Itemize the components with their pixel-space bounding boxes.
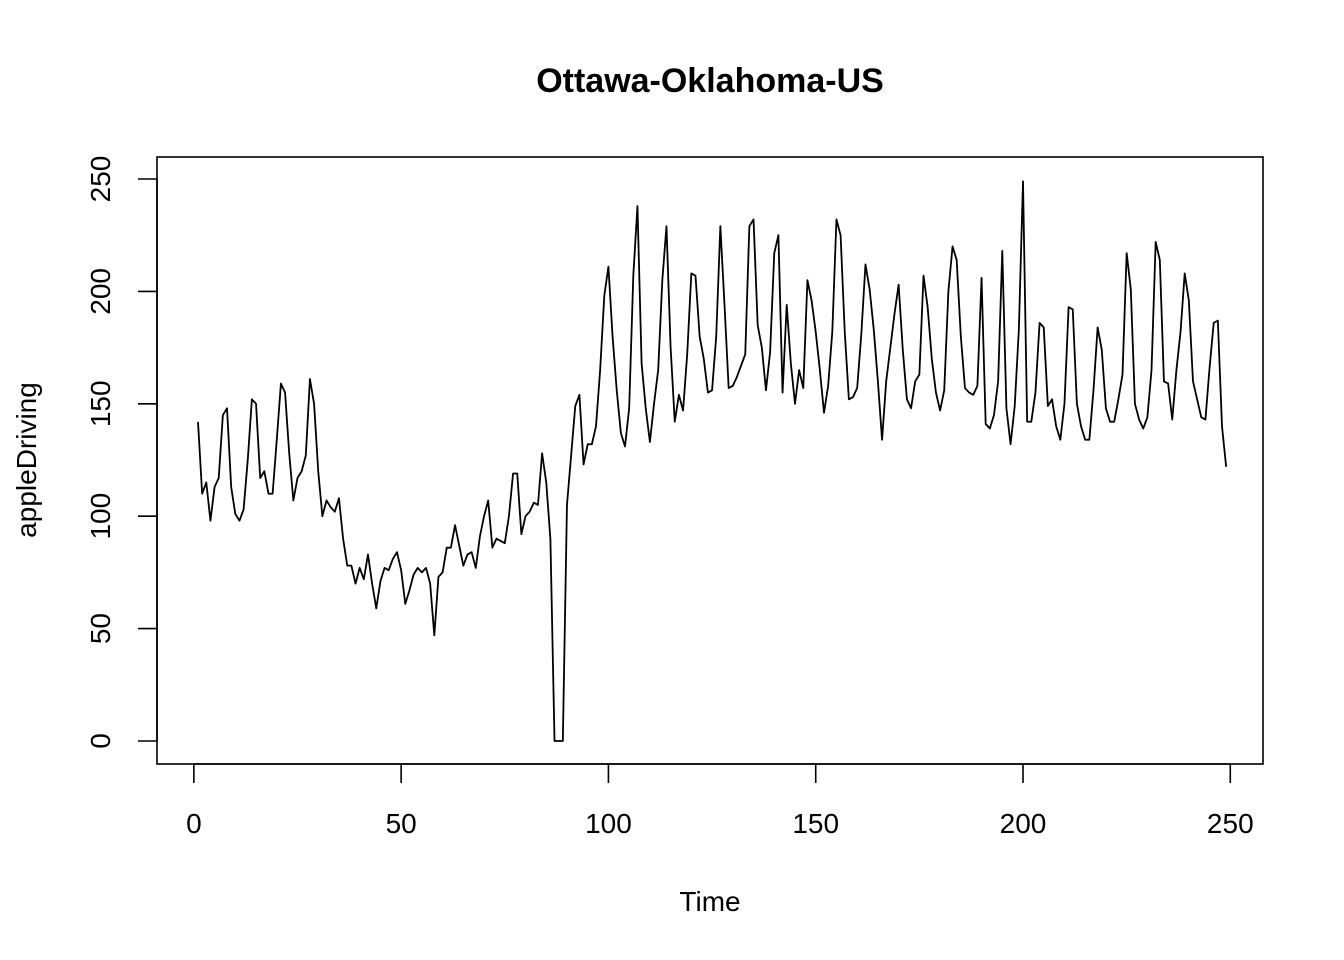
x-tick-label: 250	[1207, 808, 1254, 839]
y-tick-label: 150	[85, 380, 116, 427]
y-tick-label: 250	[85, 156, 116, 203]
y-tick-label: 200	[85, 268, 116, 315]
x-axis: 0 50 100 150 200 250	[186, 763, 1254, 839]
plot-frame	[156, 156, 1264, 765]
y-tick-label: 100	[85, 493, 116, 540]
x-tick-label: 50	[386, 808, 417, 839]
x-tick-label: 100	[585, 808, 632, 839]
x-tick-label: 150	[792, 808, 839, 839]
chart-title: Ottawa-Oklahoma-US	[536, 62, 884, 100]
y-axis: 0 50 100 150 200 250	[85, 156, 158, 749]
x-tick-label: 200	[1000, 808, 1047, 839]
series-line-0	[197, 180, 1228, 742]
y-axis-label: appleDriving	[11, 382, 42, 538]
x-axis-label: Time	[679, 886, 740, 917]
y-tick-label: 0	[85, 733, 116, 749]
series-group	[197, 180, 1228, 742]
y-tick-label: 50	[85, 613, 116, 644]
x-tick-label: 0	[186, 808, 202, 839]
